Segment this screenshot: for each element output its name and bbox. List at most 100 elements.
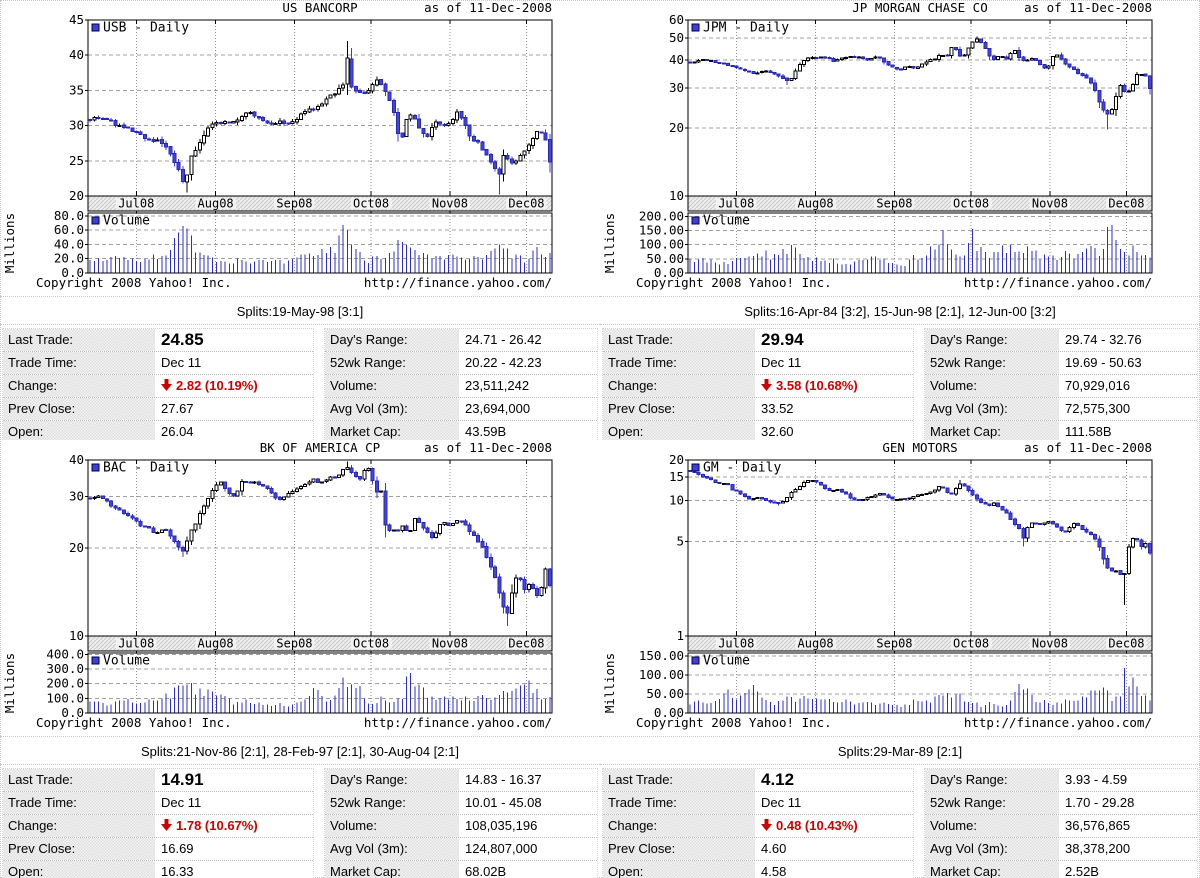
quote-row: Avg Vol (3m): 23,694,000 xyxy=(325,398,597,421)
quote-label: Market Cap: xyxy=(325,861,459,878)
quote-label: Avg Vol (3m): xyxy=(925,398,1059,420)
quote-value: 23,511,242 xyxy=(459,375,597,397)
chart-title: BK OF AMERICA CP xyxy=(260,440,380,455)
volume-series xyxy=(89,225,551,273)
quote-value: 38,378,200 xyxy=(1059,838,1197,860)
volume-series xyxy=(689,224,1151,273)
volume-tick-label: 0.0 xyxy=(61,265,84,280)
quote-value: 36,576,865 xyxy=(1059,815,1197,837)
price-tick-label: 10 xyxy=(669,188,684,203)
price-tick-label: 40 xyxy=(69,452,84,467)
quote-row: Prev Close: 33.52 xyxy=(603,398,913,421)
quote-value: 24.85 xyxy=(155,329,313,351)
month-axis-label: Dec08 xyxy=(1108,197,1144,211)
quote-row: Change: 1.78 (10.67%) xyxy=(3,815,313,838)
quote-label: Last Trade: xyxy=(3,329,155,351)
month-axis-label: Nov08 xyxy=(1032,637,1068,651)
price-tick-label: 15 xyxy=(669,469,684,484)
quote-value: 4.12 xyxy=(755,769,913,791)
volume-legend-label: Volume xyxy=(703,654,750,669)
quote-row: Day's Range: 24.71 - 26.42 xyxy=(325,329,597,352)
quote-label: Last Trade: xyxy=(3,769,155,791)
quote-row: Volume: 23,511,242 xyxy=(325,375,597,398)
source-url-text: http://finance.yahoo.com/ xyxy=(964,715,1152,730)
quote-row: Avg Vol (3m): 72,575,300 xyxy=(925,398,1197,421)
quote-label: Open: xyxy=(3,421,155,440)
price-tick-label: 40 xyxy=(69,47,84,62)
volume-legend-label: Volume xyxy=(103,214,150,229)
volume-series xyxy=(89,672,551,713)
quote-label: 52wk Range: xyxy=(925,792,1059,814)
volume-legend-label: Volume xyxy=(103,654,150,669)
quote-value: Dec 11 xyxy=(155,352,313,374)
change-value: 2.82 (10.19%) xyxy=(176,378,258,393)
price-tick-label: 5 xyxy=(676,533,684,548)
quote-label: Market Cap: xyxy=(325,421,459,440)
quote-row: Day's Range: 14.83 - 16.37 xyxy=(325,769,597,792)
price-tick-label: 45 xyxy=(69,12,84,27)
jpm-price-volume-chart[interactable]: JP MORGAN CHASE CO as of 11-Dec-2008 10 20 3… xyxy=(600,0,1200,296)
quote-value: 33.52 xyxy=(755,398,913,420)
quote-row: Volume: 70,929,016 xyxy=(925,375,1197,398)
quote-label: 52wk Range: xyxy=(925,352,1059,374)
quote-value: 32.60 xyxy=(755,421,913,440)
quote-label: Market Cap: xyxy=(925,861,1059,878)
quote-row: Trade Time: Dec 11 xyxy=(603,352,913,375)
quote-value: 3.93 - 4.59 xyxy=(1059,769,1197,791)
quote-label: Open: xyxy=(603,861,755,878)
quote-label: Day's Range: xyxy=(325,769,459,791)
bac-price-volume-chart[interactable]: BK OF AMERICA CP as of 11-Dec-2008 10 20 30 4… xyxy=(0,440,600,736)
jpm-quote-subtable-right: Day's Range: 29.74 - 32.76 52wk Range: 19.6… xyxy=(924,328,1198,440)
price-tick-label: 20 xyxy=(69,188,84,203)
source-url-text: http://finance.yahoo.com/ xyxy=(364,715,552,730)
quote-row: Open: 4.58 xyxy=(603,861,913,878)
month-axis-label: Jul08 xyxy=(718,637,754,651)
bac-quote-subtable-left: Last Trade: 14.91 Trade Time: Dec 11 Change:… xyxy=(2,768,314,878)
quote-row: Avg Vol (3m): 124,807,000 xyxy=(325,838,597,861)
quote-row: 52wk Range: 19.69 - 50.63 xyxy=(925,352,1197,375)
price-tick-label: 30 xyxy=(69,489,84,504)
quote-row: Prev Close: 16.69 xyxy=(3,838,313,861)
month-axis-label: Nov08 xyxy=(1032,197,1068,211)
quote-label: 52wk Range: xyxy=(325,352,459,374)
price-tick-label: 10 xyxy=(69,628,84,643)
usb-price-volume-chart[interactable]: US BANCORP as of 11-Dec-2008 20 25 30 35 40 45 U… xyxy=(0,0,600,296)
quote-label: Prev Close: xyxy=(3,398,155,420)
down-arrow-icon xyxy=(761,819,772,831)
month-axis-label: Nov08 xyxy=(432,197,468,211)
bac-splits-note: Splits:21-Nov-86 [2:1], 28-Feb-97 [2:1],… xyxy=(0,736,600,765)
chart-title: US BANCORP xyxy=(282,0,357,15)
month-axis-label: Aug08 xyxy=(198,197,234,211)
gm-quote-table: Last Trade: 4.12 Trade Time: Dec 11 Change: 0… xyxy=(600,765,1200,878)
jpm-quote-table: Last Trade: 29.94 Trade Time: Dec 11 Change:… xyxy=(600,325,1200,440)
price-tick-label: 50 xyxy=(669,30,684,45)
quote-value: 72,575,300 xyxy=(1059,398,1197,420)
quote-value: 124,807,000 xyxy=(459,838,597,860)
month-axis-label: Dec08 xyxy=(1108,637,1144,651)
gm-splits-note: Splits:29-Mar-89 [2:1] xyxy=(600,736,1200,765)
quote-value: 111.58B xyxy=(1059,421,1197,440)
quadrant-gen-motors: GEN MOTORS as of 11-Dec-2008 1 5 10 15 20 GM - … xyxy=(600,440,1200,878)
jpm-quote-subtable-left: Last Trade: 29.94 Trade Time: Dec 11 Change:… xyxy=(602,328,914,440)
quote-value: 20.22 - 42.23 xyxy=(459,352,597,374)
quote-row: 52wk Range: 1.70 - 29.28 xyxy=(925,792,1197,815)
bac-quote-table: Last Trade: 14.91 Trade Time: Dec 11 Change:… xyxy=(0,765,600,878)
month-axis-label: Sep08 xyxy=(276,197,312,211)
as-of-date: as of 11-Dec-2008 xyxy=(1024,0,1152,15)
price-tick-label: 20 xyxy=(69,540,84,555)
price-legend-label: BAC - Daily xyxy=(103,461,189,476)
volume-axis-units-label: Millions xyxy=(2,653,17,713)
quadrant-jp-morgan: JP MORGAN CHASE CO as of 11-Dec-2008 10 20 3… xyxy=(600,0,1200,440)
quote-row: Volume: 108,035,196 xyxy=(325,815,597,838)
quote-row: Open: 26.04 xyxy=(3,421,313,440)
price-legend-label: JPM - Daily xyxy=(703,21,789,36)
month-axis-label: Aug08 xyxy=(798,637,834,651)
month-axis-label: Nov08 xyxy=(432,637,468,651)
month-axis-label: Aug08 xyxy=(198,637,234,651)
quote-label: Volume: xyxy=(325,375,459,397)
volume-tick-label: 80.0 xyxy=(54,208,84,223)
quote-label: Change: xyxy=(603,375,755,397)
quote-label: Change: xyxy=(3,375,155,397)
